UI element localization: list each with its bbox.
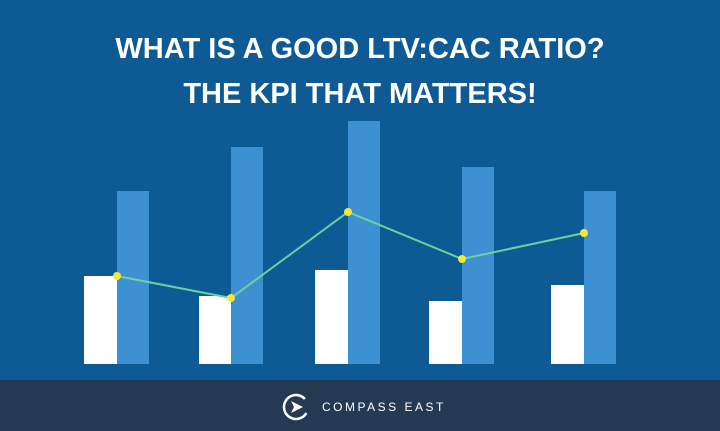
white-bar: [551, 285, 584, 364]
blue-bar: [462, 167, 494, 364]
blue-bar: [348, 121, 380, 364]
trend-point: [227, 294, 235, 302]
white-bar: [84, 276, 117, 364]
white-bar: [315, 270, 348, 364]
trend-point: [344, 208, 352, 216]
white-bar: [199, 296, 231, 364]
title-line: WHAT IS A GOOD LTV:CAC RATIO?: [115, 33, 604, 65]
trend-point: [580, 229, 588, 237]
white-bar: [429, 301, 462, 364]
trend-point: [113, 272, 121, 280]
blue-bar: [584, 191, 616, 364]
blue-bar: [231, 147, 263, 364]
logo-icon: [282, 393, 310, 421]
decorative-chart: [84, 121, 616, 364]
footer-band: [0, 380, 720, 431]
trend-point: [458, 255, 466, 263]
title-line: THE KPI THAT MATTERS!: [183, 78, 536, 110]
brand-name: COMPASS EAST: [322, 400, 446, 414]
